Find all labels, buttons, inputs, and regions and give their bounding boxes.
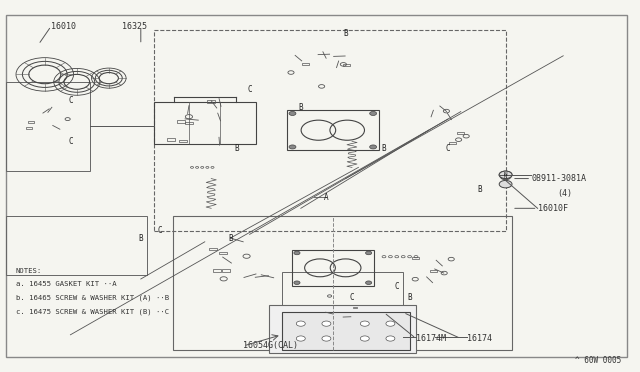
Text: B: B — [228, 234, 233, 243]
Circle shape — [386, 321, 395, 326]
Polygon shape — [282, 312, 410, 350]
Circle shape — [360, 321, 369, 326]
Circle shape — [370, 112, 376, 115]
Text: NOTES:: NOTES: — [16, 268, 42, 274]
Circle shape — [322, 336, 331, 341]
Text: 16174: 16174 — [467, 334, 492, 343]
Text: a. 16455 GASKET KIT ··A: a. 16455 GASKET KIT ··A — [16, 281, 116, 287]
Circle shape — [289, 112, 296, 115]
Circle shape — [370, 145, 376, 149]
Text: 16325: 16325 — [122, 22, 147, 31]
Circle shape — [360, 336, 369, 341]
Text: B: B — [298, 103, 303, 112]
Text: 08911-3081A: 08911-3081A — [531, 174, 586, 183]
Text: A: A — [324, 193, 329, 202]
Circle shape — [294, 281, 300, 285]
Text: 16010F: 16010F — [538, 204, 568, 213]
Text: B: B — [407, 293, 412, 302]
Text: C: C — [68, 96, 73, 105]
Text: C: C — [247, 85, 252, 94]
Text: 16010: 16010 — [51, 22, 76, 31]
Text: ^ 60W 0005: ^ 60W 0005 — [575, 356, 621, 365]
Circle shape — [289, 145, 296, 149]
Text: C: C — [157, 226, 163, 235]
Text: B: B — [343, 29, 348, 38]
Text: 16054G(CAL): 16054G(CAL) — [243, 341, 298, 350]
Polygon shape — [269, 305, 416, 353]
Circle shape — [386, 336, 395, 341]
Text: B: B — [477, 185, 483, 194]
Text: b. 16465 SCREW & WASHER KIT (A) ··B: b. 16465 SCREW & WASHER KIT (A) ··B — [16, 295, 169, 301]
Text: C: C — [445, 144, 451, 153]
Circle shape — [499, 171, 512, 179]
Text: N: N — [504, 174, 508, 179]
Text: C: C — [394, 282, 399, 291]
Circle shape — [294, 251, 300, 255]
Text: B: B — [138, 234, 143, 243]
Circle shape — [365, 281, 372, 285]
Text: B: B — [234, 144, 239, 153]
Circle shape — [365, 251, 372, 255]
Text: B: B — [381, 144, 387, 153]
Text: N: N — [504, 172, 508, 177]
Text: (4): (4) — [557, 189, 572, 198]
Circle shape — [296, 321, 305, 326]
Text: C: C — [68, 137, 73, 146]
Text: 16174M: 16174M — [416, 334, 446, 343]
Circle shape — [322, 321, 331, 326]
Circle shape — [499, 171, 512, 179]
Text: c. 16475 SCREW & WASHER KIT (B) ··C: c. 16475 SCREW & WASHER KIT (B) ··C — [16, 308, 169, 314]
Text: C: C — [349, 293, 355, 302]
Circle shape — [499, 180, 512, 188]
Circle shape — [296, 336, 305, 341]
